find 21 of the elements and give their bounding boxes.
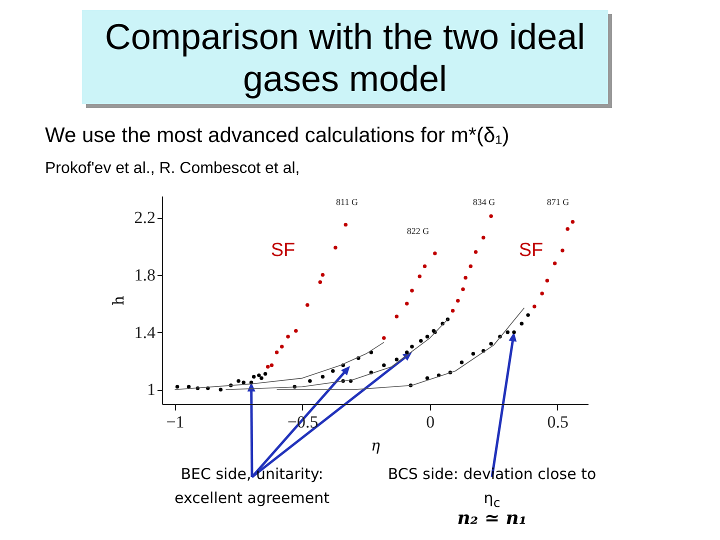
annotation: 822 G [406,226,430,236]
y-tick-label: 1.8 [134,265,156,284]
y-axis-title: h [109,295,128,306]
annotation: BEC side, unitarity: excellent agreement [173,464,330,509]
text: n₂ ≃ n₁ [456,508,528,529]
x-tick-label: 0 [426,412,435,432]
x-axis-title: η [371,436,380,454]
y-tick-label: 1 [147,380,156,400]
y-tick-label: 2.2 [134,208,156,228]
annotation: SF [270,240,296,262]
annotation: SF [518,240,544,262]
y-tick-label: 1.4 [134,322,156,342]
text: Prokof'ev et al., R. Combescot et al, [45,160,301,178]
annotation: 834 G [472,197,496,207]
x-tick-label: −1 [166,412,184,432]
annotation: 871 G [546,197,570,207]
annotation: 811 G [335,197,359,207]
chart-subtitle: We use the most advanced calculations for m*(δ₁) [45,124,510,148]
x-tick-label: 0.5 [547,412,569,432]
chart-title: Comparison with the two ideal gases model [82,10,608,104]
annotation: BCS side: deviation close to η$_{c}$ [388,465,596,510]
